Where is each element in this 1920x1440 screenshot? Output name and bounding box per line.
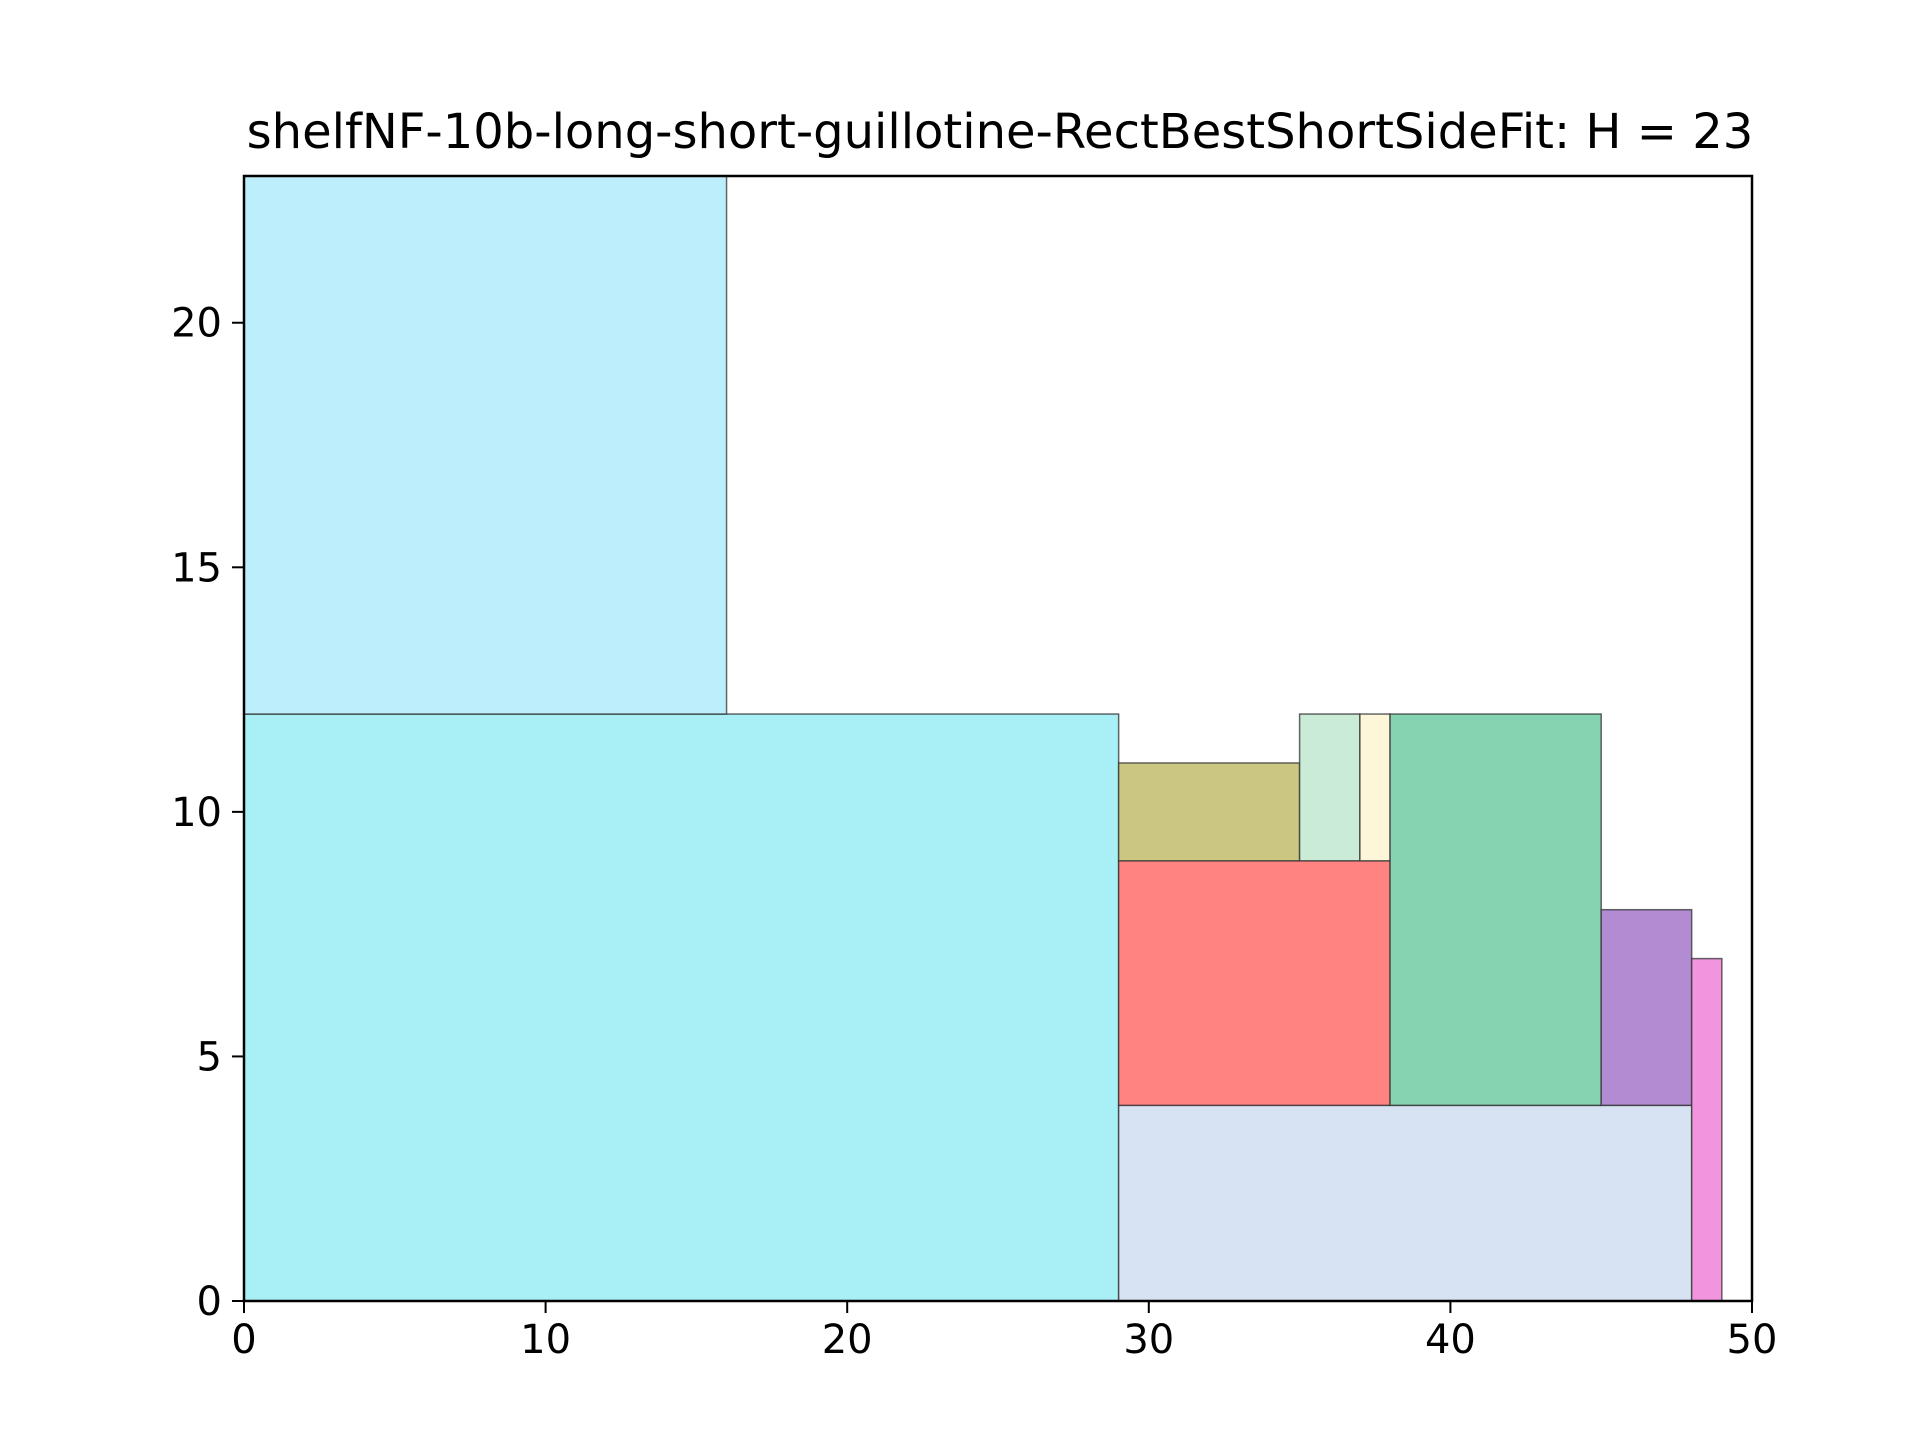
x-axis: 0 10 20 30 40 50	[231, 1301, 1777, 1363]
y-tick-label: 15	[171, 545, 222, 591]
y-axis: 0 5 10 15 20	[171, 301, 244, 1325]
x-tick-label: 20	[822, 1317, 873, 1363]
y-tick-label: 10	[171, 790, 222, 836]
x-tick-label: 40	[1425, 1317, 1476, 1363]
packed-rectangle-8	[1389, 713, 1602, 1107]
packed-rectangle-6	[1298, 713, 1361, 862]
packed-rectangle-5	[1117, 762, 1301, 862]
packed-rectangle-9	[1600, 908, 1693, 1107]
packed-rectangle-7	[1359, 713, 1391, 862]
plot-frame	[242, 174, 1754, 1303]
packed-rectangle-2	[243, 175, 728, 715]
rectangles-group	[243, 175, 1723, 1302]
x-tick-label: 30	[1123, 1317, 1174, 1363]
x-tick-label: 0	[231, 1317, 256, 1363]
x-tick-label: 50	[1727, 1317, 1778, 1363]
packed-rectangle-4	[1117, 860, 1391, 1107]
y-tick-label: 0	[197, 1279, 222, 1325]
packed-rectangle-1	[243, 713, 1120, 1302]
x-tick-label: 10	[520, 1317, 571, 1363]
packed-rectangle-3	[1117, 1104, 1693, 1302]
chart-title: shelfNF-10b-long-short-guillotine-RectBe…	[247, 104, 1754, 160]
packed-rectangle-10	[1690, 957, 1723, 1302]
y-tick-label: 20	[171, 301, 222, 347]
y-tick-label: 5	[197, 1034, 222, 1080]
